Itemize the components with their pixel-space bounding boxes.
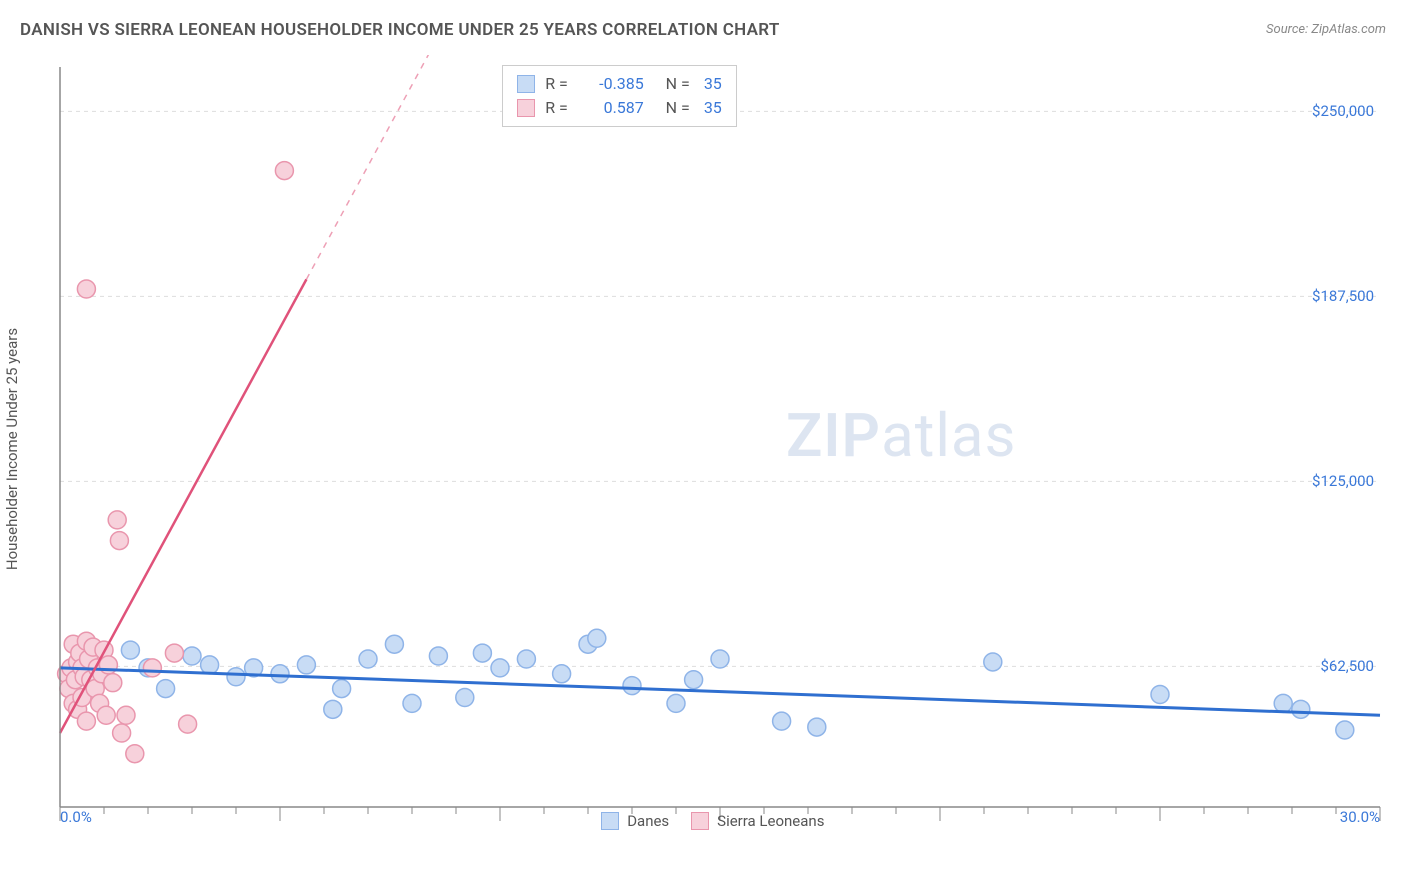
legend-item: Danes xyxy=(601,812,669,830)
y-tick-label: $187,500 xyxy=(1312,287,1374,305)
legend-label: Danes xyxy=(627,812,669,830)
y-tick-label: $250,000 xyxy=(1312,102,1374,120)
series-swatch xyxy=(601,812,619,830)
series-swatch xyxy=(517,75,535,93)
x-range-label: 30.0% xyxy=(1340,808,1380,826)
stat-n-label: N = xyxy=(654,96,694,120)
y-axis-label: Householder Income Under 25 years xyxy=(3,328,21,570)
series-swatch xyxy=(691,812,709,830)
stat-n-value: 35 xyxy=(704,72,722,96)
scatter-plot-svg xyxy=(50,55,1386,829)
legend-item: Sierra Leoneans xyxy=(691,812,824,830)
stat-r-label: R = xyxy=(545,72,572,96)
source-attribution: Source: ZipAtlas.com xyxy=(1266,22,1386,37)
stats-row: R = 0.587 N = 35 xyxy=(517,96,722,120)
chart-title: DANISH VS SIERRA LEONEAN HOUSEHOLDER INC… xyxy=(20,20,780,40)
stat-r-label: R = xyxy=(545,96,572,120)
y-tick-label: $125,000 xyxy=(1312,472,1374,490)
series-legend: Danes Sierra Leoneans xyxy=(601,812,846,830)
x-range-label: 0.0% xyxy=(60,808,92,826)
stat-n-value: 35 xyxy=(704,96,722,120)
stat-r-value: -0.385 xyxy=(582,72,644,96)
stats-row: R = -0.385 N = 35 xyxy=(517,72,722,96)
y-tick-label: $62,500 xyxy=(1320,657,1374,675)
correlation-stats-box: R = -0.385 N = 35R = 0.587 N = 35 xyxy=(502,65,737,127)
stat-r-value: 0.587 xyxy=(582,96,644,120)
legend-label: Sierra Leoneans xyxy=(717,812,824,830)
chart-area: ZIPatlas R = -0.385 N = 35R = 0.587 N = … xyxy=(50,55,1386,830)
series-swatch xyxy=(517,99,535,117)
stat-n-label: N = xyxy=(654,72,694,96)
